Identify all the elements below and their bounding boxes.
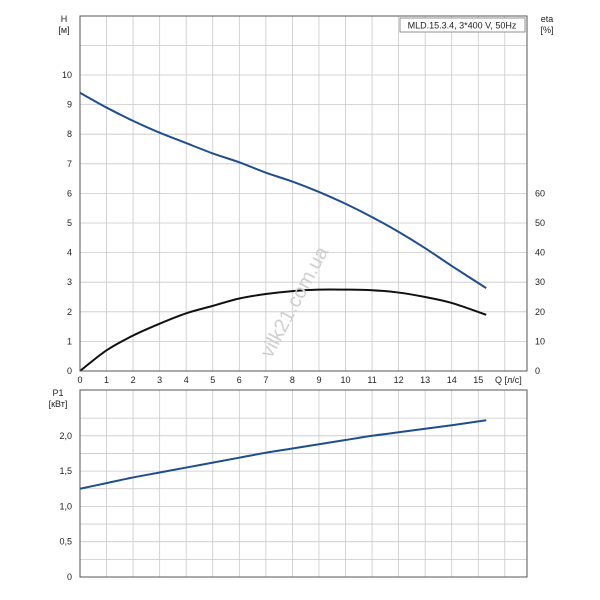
eta-tick-label: 20 bbox=[535, 307, 545, 317]
chart-title: MLD.15.3.4, 3*400 V, 50Hz bbox=[408, 21, 517, 31]
power-tick-label: 0 bbox=[67, 572, 72, 582]
flow-tick-label: 2 bbox=[131, 375, 136, 385]
flow-tick-label: 14 bbox=[447, 375, 457, 385]
power-axis-label: P1 bbox=[52, 388, 63, 398]
power-tick-label: 0,5 bbox=[59, 537, 72, 547]
head-chart-frame bbox=[79, 15, 528, 372]
power-curve bbox=[79, 419, 487, 490]
watermark-text: vilk21.com.ua bbox=[256, 242, 333, 361]
flow-tick-label: 7 bbox=[263, 375, 268, 385]
head-tick-label: 5 bbox=[67, 218, 72, 228]
flow-tick-label: 6 bbox=[237, 375, 242, 385]
head-chart-series bbox=[79, 91, 487, 372]
head-tick-label: 8 bbox=[67, 129, 72, 139]
head-curve bbox=[79, 91, 487, 289]
head-chart-ticks: 0 1 2 3 4 5 6 7 8 9 10 11 12 13 14 15012345678910010203… bbox=[62, 70, 545, 385]
eta-axis-unit: [%] bbox=[540, 25, 553, 35]
flow-tick-label: 4 bbox=[184, 375, 189, 385]
eta-tick-label: 40 bbox=[535, 248, 545, 258]
flow-tick-label: 0 bbox=[77, 375, 82, 385]
power-chart-series bbox=[79, 419, 487, 490]
flow-tick-label: 3 bbox=[157, 375, 162, 385]
head-axis-unit: [м] bbox=[58, 25, 69, 35]
head-tick-label: 4 bbox=[67, 248, 72, 258]
eta-axis-label: eta bbox=[541, 14, 554, 24]
power-chart-grid bbox=[79, 390, 527, 578]
flow-tick-label: 5 bbox=[210, 375, 215, 385]
flow-tick-label: 11 bbox=[367, 375, 376, 385]
flow-tick-label: 10 bbox=[340, 375, 350, 385]
power-tick-label: 2,0 bbox=[59, 431, 72, 441]
eta-tick-label: 60 bbox=[535, 188, 545, 198]
power-chart-frame bbox=[79, 389, 528, 578]
efficiency-curve bbox=[79, 288, 487, 372]
flow-tick-label: 13 bbox=[420, 375, 430, 385]
chart-title-box bbox=[399, 17, 526, 33]
power-tick-label: 1,5 bbox=[59, 466, 72, 476]
head-tick-label: 7 bbox=[67, 159, 72, 169]
power-axis-unit: [кВт] bbox=[49, 399, 68, 409]
head-axis-label: H bbox=[61, 14, 68, 24]
power-chart-ticks: 0 0,5 1,0 1,5 2,0 bbox=[59, 431, 72, 582]
flow-tick-label: 15 bbox=[473, 375, 483, 385]
head-tick-label: 0 bbox=[67, 366, 72, 376]
head-tick-label: 6 bbox=[67, 188, 72, 198]
eta-tick-label: 50 bbox=[535, 218, 545, 228]
power-tick-label: 1,0 bbox=[59, 501, 72, 511]
head-tick-label: 1 bbox=[67, 336, 72, 346]
head-chart-grid bbox=[79, 16, 527, 372]
flow-tick-label: 9 bbox=[316, 375, 321, 385]
eta-tick-label: 30 bbox=[535, 277, 545, 287]
head-tick-label: 10 bbox=[62, 70, 72, 80]
flow-tick-label: 12 bbox=[394, 375, 404, 385]
eta-tick-label: 0 bbox=[535, 366, 540, 376]
head-tick-label: 3 bbox=[67, 277, 72, 287]
head-tick-label: 2 bbox=[67, 307, 72, 317]
flow-tick-label: 8 bbox=[290, 375, 295, 385]
flow-tick-label: 1 bbox=[104, 375, 109, 385]
flow-axis-label: Q [л/с] bbox=[495, 375, 522, 385]
head-tick-label: 9 bbox=[67, 100, 72, 110]
eta-tick-label: 10 bbox=[535, 336, 545, 346]
